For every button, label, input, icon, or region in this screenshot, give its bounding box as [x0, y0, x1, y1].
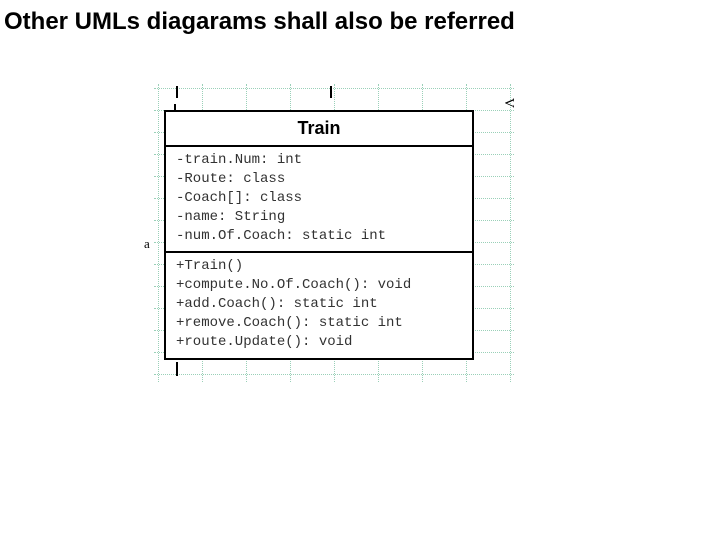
- uml-attribute: -Coach[]: class: [176, 189, 462, 208]
- uml-attribute: -Route: class: [176, 170, 462, 189]
- stray-letter-a: a: [144, 236, 150, 252]
- uml-attribute: -num.Of.Coach: static int: [176, 227, 462, 246]
- uml-attribute: -name: String: [176, 208, 462, 227]
- grid-vline: [158, 84, 159, 382]
- tick-mark: [330, 86, 332, 98]
- stray-letter-v: V: [500, 98, 516, 108]
- uml-method: +remove.Coach(): static int: [176, 314, 462, 333]
- uml-class-name: Train: [166, 112, 472, 147]
- page-heading: Other UMLs diagarams shall also be refer…: [4, 8, 515, 36]
- tick-mark: [176, 362, 178, 376]
- uml-method: +route.Update(): void: [176, 333, 462, 352]
- tick-mark: [176, 86, 178, 98]
- uml-methods-section: +Train()+compute.No.Of.Coach(): void+add…: [166, 253, 472, 357]
- uml-class-box: Train -train.Num: int-Route: class-Coach…: [164, 110, 474, 360]
- uml-method: +add.Coach(): static int: [176, 295, 462, 314]
- uml-method: +Train(): [176, 257, 462, 276]
- uml-attributes-section: -train.Num: int-Route: class-Coach[]: cl…: [166, 147, 472, 253]
- diagram-canvas: V a Train -train.Num: int-Route: class-C…: [158, 88, 510, 378]
- uml-method: +compute.No.Of.Coach(): void: [176, 276, 462, 295]
- uml-attribute: -train.Num: int: [176, 151, 462, 170]
- grid-vline: [510, 84, 511, 382]
